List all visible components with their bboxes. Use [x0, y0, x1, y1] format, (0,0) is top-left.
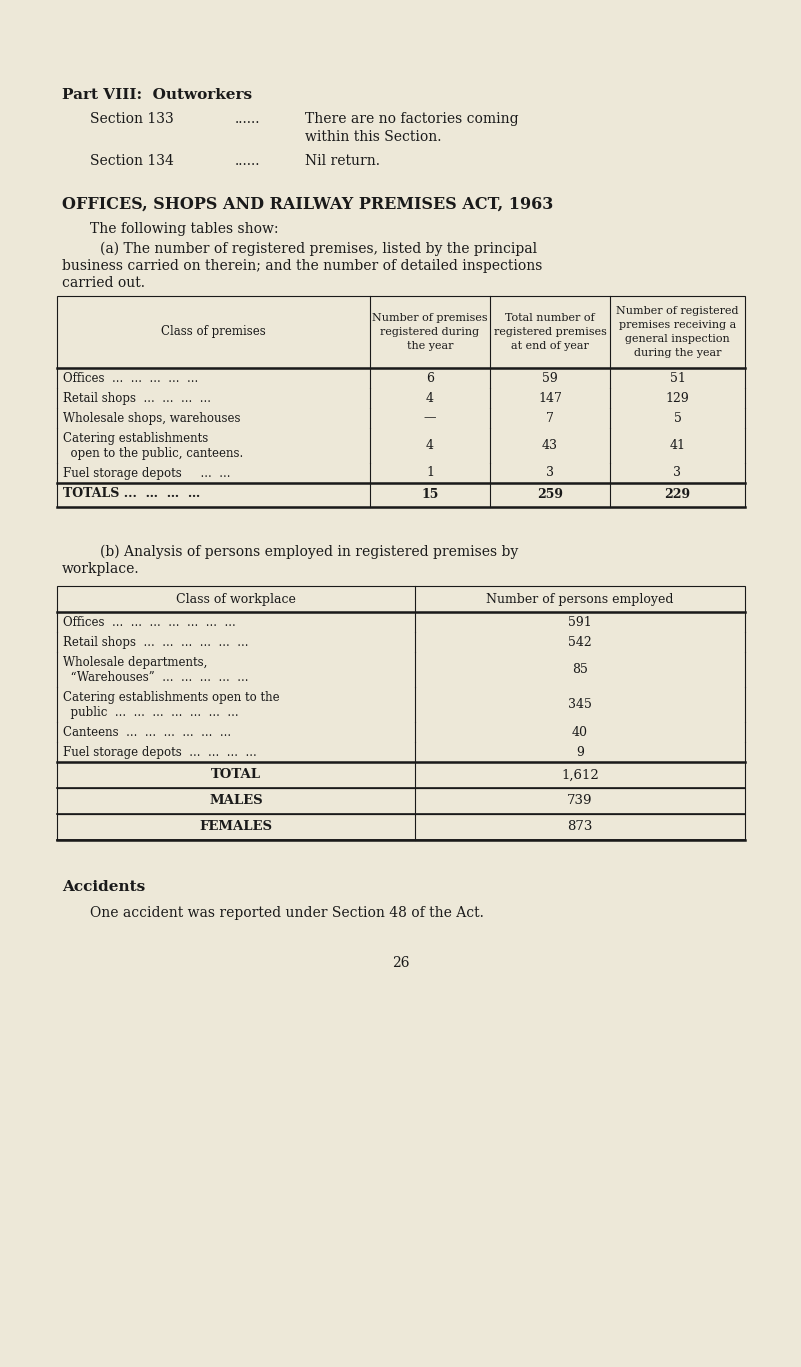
Text: 1: 1	[426, 466, 434, 480]
Text: FEMALES: FEMALES	[199, 820, 272, 834]
Text: Class of workplace: Class of workplace	[176, 592, 296, 606]
Text: ......: ......	[235, 112, 260, 126]
Text: 542: 542	[568, 636, 592, 648]
Text: Accidents: Accidents	[62, 880, 145, 894]
Text: 43: 43	[542, 439, 558, 452]
Text: 591: 591	[568, 615, 592, 629]
Text: workplace.: workplace.	[62, 562, 139, 576]
Text: 7: 7	[546, 411, 554, 425]
Text: 4: 4	[426, 439, 434, 452]
Text: 3: 3	[674, 466, 682, 480]
Text: MALES: MALES	[209, 794, 263, 808]
Text: The following tables show:: The following tables show:	[90, 221, 279, 236]
Text: Section 133: Section 133	[90, 112, 174, 126]
Text: 129: 129	[666, 391, 690, 405]
Text: 345: 345	[568, 699, 592, 711]
Text: Class of premises: Class of premises	[161, 325, 266, 339]
Text: Section 134: Section 134	[90, 154, 174, 168]
Text: 229: 229	[665, 488, 690, 502]
Bar	[57, 813, 745, 839]
Text: Offices  ...  ...  ...  ...  ...  ...  ...: Offices ... ... ... ... ... ... ...	[63, 617, 235, 629]
Text: Catering establishments: Catering establishments	[63, 432, 208, 446]
Text: 40: 40	[572, 726, 588, 738]
Text: ......: ......	[235, 154, 260, 168]
Text: public  ...  ...  ...  ...  ...  ...  ...: public ... ... ... ... ... ... ...	[63, 705, 239, 719]
Text: There are no factories coming: There are no factories coming	[305, 112, 518, 126]
Bar	[57, 297, 745, 368]
Text: 739: 739	[567, 794, 593, 808]
Text: 259: 259	[537, 488, 563, 502]
Text: Fuel storage depots     ...  ...: Fuel storage depots ... ...	[63, 468, 231, 480]
Text: 41: 41	[670, 439, 686, 452]
Text: 873: 873	[567, 820, 593, 834]
Text: Retail shops  ...  ...  ...  ...  ...  ...: Retail shops ... ... ... ... ... ...	[63, 636, 248, 649]
Text: during the year: during the year	[634, 349, 721, 358]
Text: Part VIII:  Outworkers: Part VIII: Outworkers	[62, 87, 252, 103]
Text: at end of year: at end of year	[511, 340, 589, 351]
Text: business carried on therein; and the number of detailed inspections: business carried on therein; and the num…	[62, 258, 542, 273]
Text: 26: 26	[392, 956, 409, 971]
Bar	[57, 787, 745, 813]
Text: registered during: registered during	[380, 327, 480, 338]
Text: open to the public, canteens.: open to the public, canteens.	[63, 447, 244, 461]
Text: within this Section.: within this Section.	[305, 130, 441, 144]
Text: OFFICES, SHOPS AND RAILWAY PREMISES ACT, 1963: OFFICES, SHOPS AND RAILWAY PREMISES ACT,…	[62, 195, 553, 213]
Text: (b) Analysis of persons employed in registered premises by: (b) Analysis of persons employed in regi…	[100, 545, 518, 559]
Text: One accident was reported under Section 48 of the Act.: One accident was reported under Section …	[90, 906, 484, 920]
Text: Retail shops  ...  ...  ...  ...: Retail shops ... ... ... ...	[63, 392, 211, 405]
Text: Wholesale shops, warehouses: Wholesale shops, warehouses	[63, 411, 240, 425]
Text: —: —	[424, 411, 437, 425]
Text: TOTAL: TOTAL	[211, 768, 261, 782]
Text: Wholesale departments,: Wholesale departments,	[63, 656, 207, 668]
Text: Total number of: Total number of	[505, 313, 595, 323]
Text: Catering establishments open to the: Catering establishments open to the	[63, 690, 280, 704]
Text: 4: 4	[426, 391, 434, 405]
Text: carried out.: carried out.	[62, 276, 145, 290]
Text: (a) The number of registered premises, listed by the principal: (a) The number of registered premises, l…	[100, 242, 537, 257]
Bar	[57, 761, 745, 787]
Text: 147: 147	[538, 391, 562, 405]
Bar	[57, 586, 745, 612]
Text: 3: 3	[546, 466, 554, 480]
Text: Nil return.: Nil return.	[305, 154, 380, 168]
Text: premises receiving a: premises receiving a	[619, 320, 736, 329]
Text: 51: 51	[670, 372, 686, 384]
Text: 9: 9	[576, 745, 584, 759]
Text: Offices  ...  ...  ...  ...  ...: Offices ... ... ... ... ...	[63, 372, 199, 385]
Text: 6: 6	[426, 372, 434, 384]
Text: general inspection: general inspection	[625, 334, 730, 344]
Text: TOTALS ...  …  …  …: TOTALS ... … … …	[63, 487, 200, 500]
Text: Canteens  ...  ...  ...  ...  ...  ...: Canteens ... ... ... ... ... ...	[63, 726, 231, 740]
Text: 85: 85	[572, 663, 588, 677]
Text: registered premises: registered premises	[493, 327, 606, 338]
Bar	[57, 483, 745, 507]
Text: 5: 5	[674, 411, 682, 425]
Text: the year: the year	[407, 340, 453, 351]
Text: Number of registered: Number of registered	[616, 306, 739, 316]
Text: 59: 59	[542, 372, 557, 384]
Text: 1,612: 1,612	[562, 768, 599, 782]
Text: Number of persons employed: Number of persons employed	[486, 592, 674, 606]
Text: “Warehouses”  ...  ...  ...  ...  ...: “Warehouses” ... ... ... ... ...	[63, 671, 248, 684]
Text: 15: 15	[421, 488, 439, 502]
Text: Fuel storage depots  ...  ...  ...  ...: Fuel storage depots ... ... ... ...	[63, 746, 257, 759]
Text: Number of premises: Number of premises	[372, 313, 488, 323]
